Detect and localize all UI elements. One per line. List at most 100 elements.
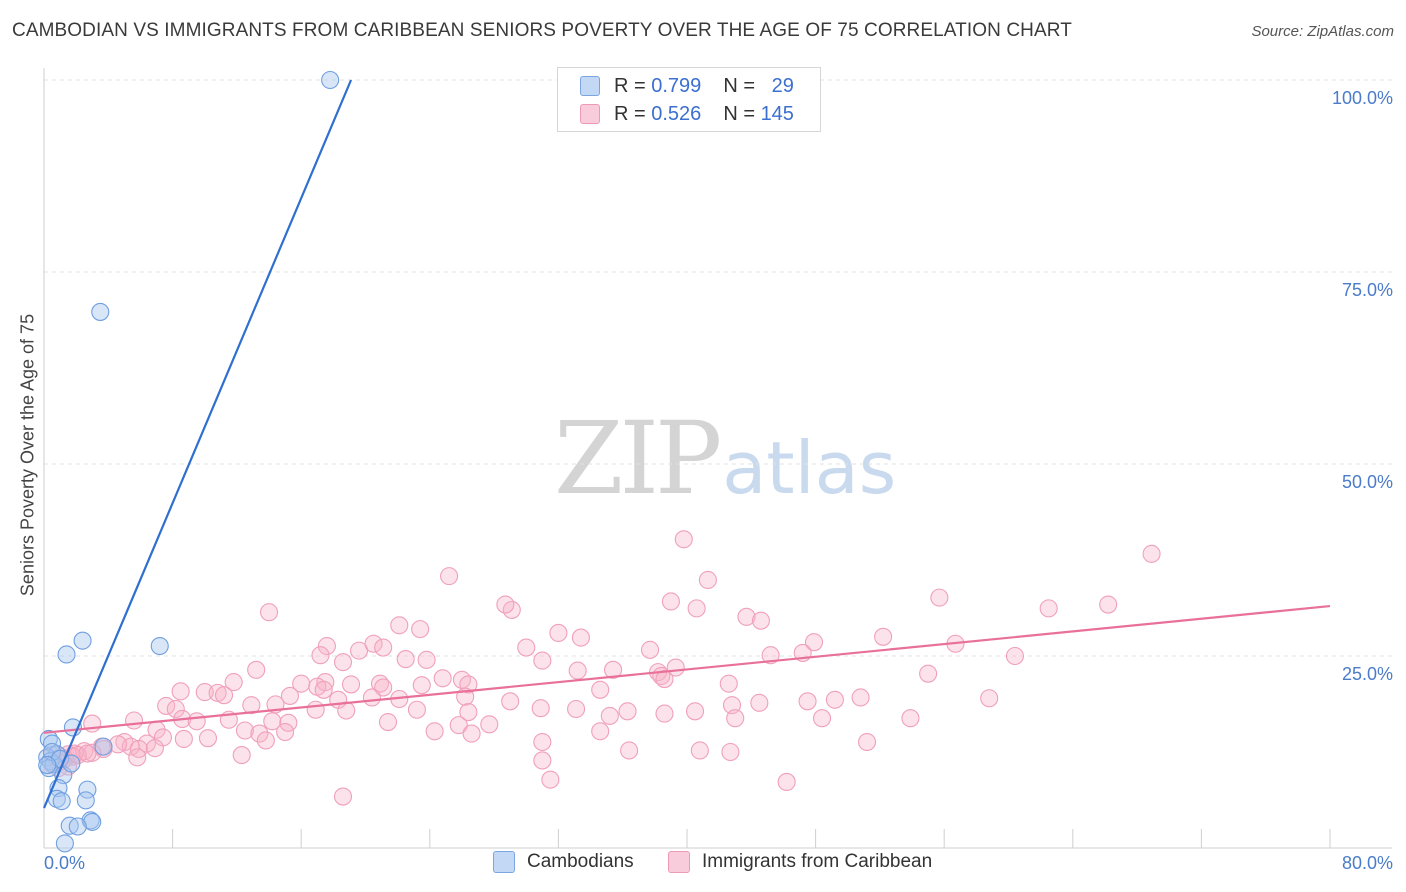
watermark-zip: ZIP — [554, 400, 722, 517]
point-caribbean — [825, 690, 844, 709]
point-caribbean — [812, 709, 832, 728]
point-caribbean — [145, 739, 164, 758]
point-caribbean — [108, 735, 127, 754]
legend-row-cambodians: R = 0.799 N = 29 — [580, 73, 794, 99]
y-tick-label: 25.0% — [1342, 664, 1393, 684]
point-caribbean — [851, 688, 870, 707]
point-caribbean — [311, 646, 330, 665]
point-caribbean — [425, 722, 444, 741]
legend-item-cambodians[interactable]: Cambodians — [493, 851, 634, 873]
point-caribbean — [571, 628, 590, 647]
point-caribbean — [591, 722, 610, 741]
point-cambodians — [94, 737, 113, 756]
point-caribbean — [501, 692, 520, 711]
point-caribbean — [685, 702, 705, 721]
point-cambodians — [68, 817, 87, 836]
point-caribbean — [374, 638, 393, 657]
y-tick-label: 50.0% — [1342, 472, 1393, 492]
point-caribbean — [661, 592, 680, 611]
point-caribbean — [195, 683, 214, 702]
point-caribbean — [517, 638, 536, 657]
point-caribbean — [187, 712, 206, 731]
chart-title: CAMBODIAN VS IMMIGRANTS FROM CARIBBEAN S… — [12, 20, 1072, 41]
legend-item-label: Cambodians — [527, 851, 634, 872]
point-caribbean — [798, 692, 817, 711]
point-caribbean — [930, 588, 949, 607]
legend-r-value: 0.526 — [651, 102, 702, 125]
point-cambodians — [83, 812, 102, 831]
point-caribbean — [750, 693, 769, 712]
point-caribbean — [314, 680, 333, 699]
point-caribbean — [407, 700, 426, 719]
legend-swatch-pink — [580, 104, 600, 124]
x-tick-label: 0.0% — [44, 853, 85, 873]
point-caribbean — [256, 731, 275, 750]
point-caribbean — [374, 678, 393, 697]
point-caribbean — [411, 620, 430, 639]
point-caribbean — [674, 530, 693, 549]
point-caribbean — [690, 741, 709, 760]
point-caribbean — [726, 709, 745, 728]
trendline-caribbean — [43, 604, 1331, 734]
point-caribbean — [640, 640, 660, 659]
point-caribbean — [600, 706, 619, 725]
point-caribbean — [737, 607, 756, 626]
legend-row-caribbean: R = 0.526 N = 145 — [580, 101, 794, 127]
source-label: Source: ZipAtlas.com — [1251, 23, 1394, 40]
point-caribbean — [378, 712, 398, 732]
legend-swatch-pink — [668, 851, 690, 873]
point-caribbean — [1099, 595, 1118, 614]
point-caribbean — [655, 669, 674, 689]
point-caribbean — [698, 570, 717, 590]
point-caribbean — [242, 696, 261, 715]
point-caribbean — [232, 746, 251, 765]
point-caribbean — [259, 603, 279, 622]
point-caribbean — [591, 680, 610, 699]
point-caribbean — [480, 715, 499, 734]
point-caribbean — [362, 688, 381, 707]
legend-item-caribbean[interactable]: Immigrants from Caribbean — [668, 851, 932, 873]
point-caribbean — [687, 599, 706, 618]
point-cambodians — [52, 792, 71, 811]
watermark: ZIPatlas — [554, 400, 896, 517]
point-caribbean — [166, 699, 185, 719]
point-caribbean — [317, 636, 336, 656]
point-caribbean — [761, 646, 780, 665]
point-caribbean — [568, 661, 587, 680]
point-caribbean — [919, 664, 938, 683]
point-caribbean — [171, 682, 190, 701]
point-caribbean — [620, 741, 639, 760]
point-cambodians — [55, 834, 74, 853]
point-caribbean — [666, 658, 685, 677]
point-caribbean — [250, 724, 269, 743]
point-caribbean — [364, 634, 383, 653]
point-cambodians — [76, 791, 95, 810]
point-caribbean — [280, 686, 299, 705]
point-caribbean — [1005, 646, 1024, 666]
legend-r-label: R = — [614, 74, 646, 97]
trendline-cambodians — [42, 79, 353, 809]
point-caribbean — [417, 650, 436, 669]
legend-swatch-blue — [580, 76, 600, 96]
point-caribbean — [874, 627, 893, 646]
point-caribbean — [412, 676, 431, 695]
point-caribbean — [533, 732, 552, 752]
point-caribbean — [533, 751, 552, 770]
point-caribbean — [433, 669, 452, 688]
point-caribbean — [263, 712, 282, 731]
point-caribbean — [541, 770, 560, 789]
legend-n-value: 145 — [760, 102, 794, 125]
legend-swatch-blue — [493, 851, 515, 873]
point-caribbean — [235, 721, 254, 740]
legend-n-value: 29 — [771, 74, 794, 97]
point-caribbean — [449, 716, 468, 735]
point-caribbean — [174, 729, 193, 748]
point-caribbean — [128, 748, 147, 767]
y-tick-label: 75.0% — [1342, 280, 1393, 300]
legend-r-label: R = — [614, 102, 646, 125]
point-caribbean — [531, 699, 550, 718]
point-cambodians — [38, 756, 57, 775]
point-cambodians — [321, 70, 340, 90]
point-caribbean — [247, 660, 266, 679]
point-cambodians — [73, 631, 92, 650]
